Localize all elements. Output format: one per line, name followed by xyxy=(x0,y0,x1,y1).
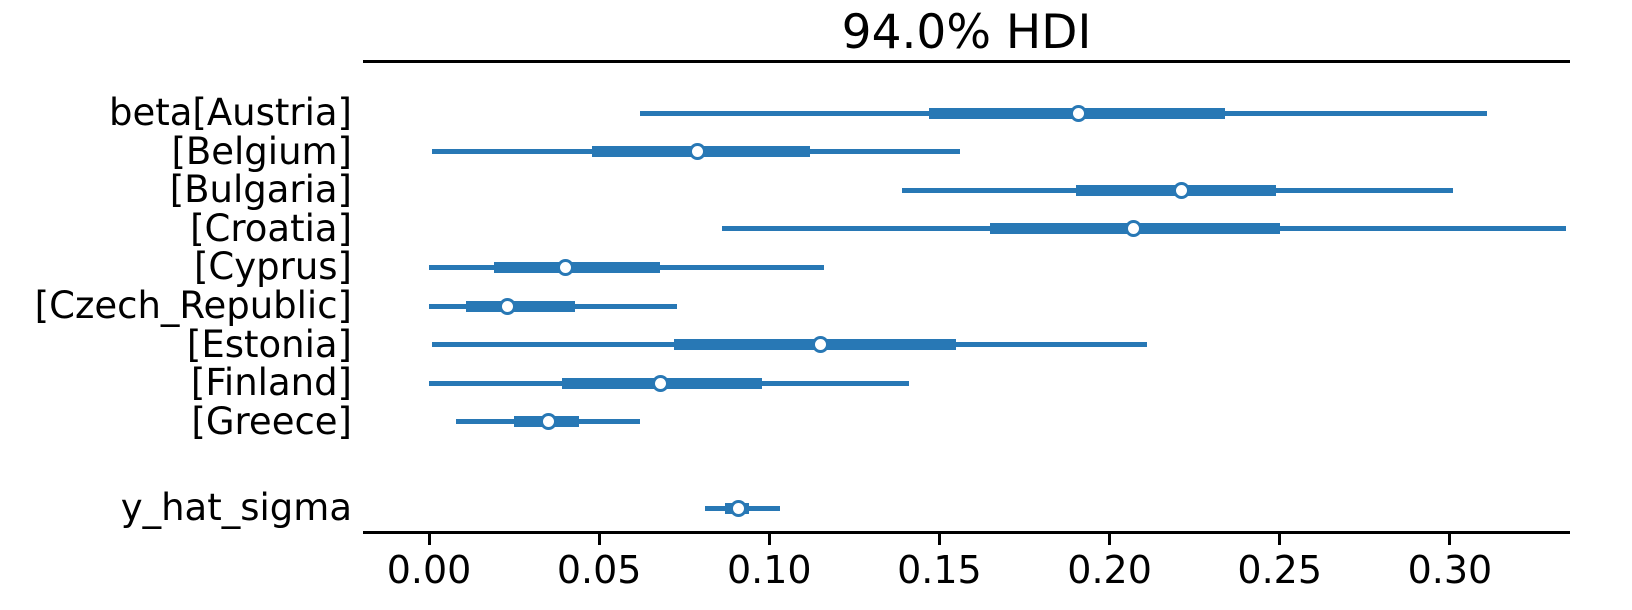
x-tick-label: 0.10 xyxy=(726,548,812,592)
median-marker xyxy=(1070,104,1088,122)
median-marker xyxy=(1124,220,1142,238)
median-marker xyxy=(539,413,557,431)
row-label: [Estonia] xyxy=(186,322,352,366)
x-tick-mark xyxy=(1278,532,1282,545)
median-marker xyxy=(811,336,829,354)
row-label: [Finland] xyxy=(190,361,352,405)
x-tick-mark xyxy=(767,532,771,545)
median-marker xyxy=(1172,181,1190,199)
median-marker xyxy=(689,143,707,161)
x-tick-label: 0.20 xyxy=(1067,548,1152,592)
x-tick-label: 0.15 xyxy=(897,548,982,592)
row-label: [Czech_Republic] xyxy=(34,284,352,327)
x-tick-mark xyxy=(597,532,601,545)
x-tick-mark xyxy=(1108,532,1112,545)
x-tick-mark xyxy=(1448,532,1452,545)
median-marker xyxy=(730,499,748,517)
median-marker xyxy=(498,297,516,315)
row-label: [Bulgaria] xyxy=(169,168,352,212)
quartile-line xyxy=(493,261,661,273)
x-tick-label: 0.05 xyxy=(556,548,642,592)
x-tick-label: 0.00 xyxy=(386,548,472,592)
row-label: [Greece] xyxy=(191,399,352,443)
row-label: y_hat_sigma xyxy=(120,486,352,529)
median-marker xyxy=(651,374,669,392)
median-marker xyxy=(556,258,574,276)
top-spine xyxy=(363,60,1570,63)
x-tick-label: 0.25 xyxy=(1237,548,1323,592)
x-tick-mark xyxy=(937,532,941,545)
row-label: [Belgium] xyxy=(171,129,352,173)
row-label: [Croatia] xyxy=(190,206,352,250)
x-tick-label: 0.30 xyxy=(1407,548,1493,592)
x-axis-line xyxy=(363,531,1570,534)
row-label: beta[Austria] xyxy=(108,91,352,134)
row-label: [Cyprus] xyxy=(193,245,352,289)
plot-title: 94.0% HDI xyxy=(841,5,1092,60)
quartile-line xyxy=(466,300,576,312)
x-tick-mark xyxy=(427,532,431,545)
